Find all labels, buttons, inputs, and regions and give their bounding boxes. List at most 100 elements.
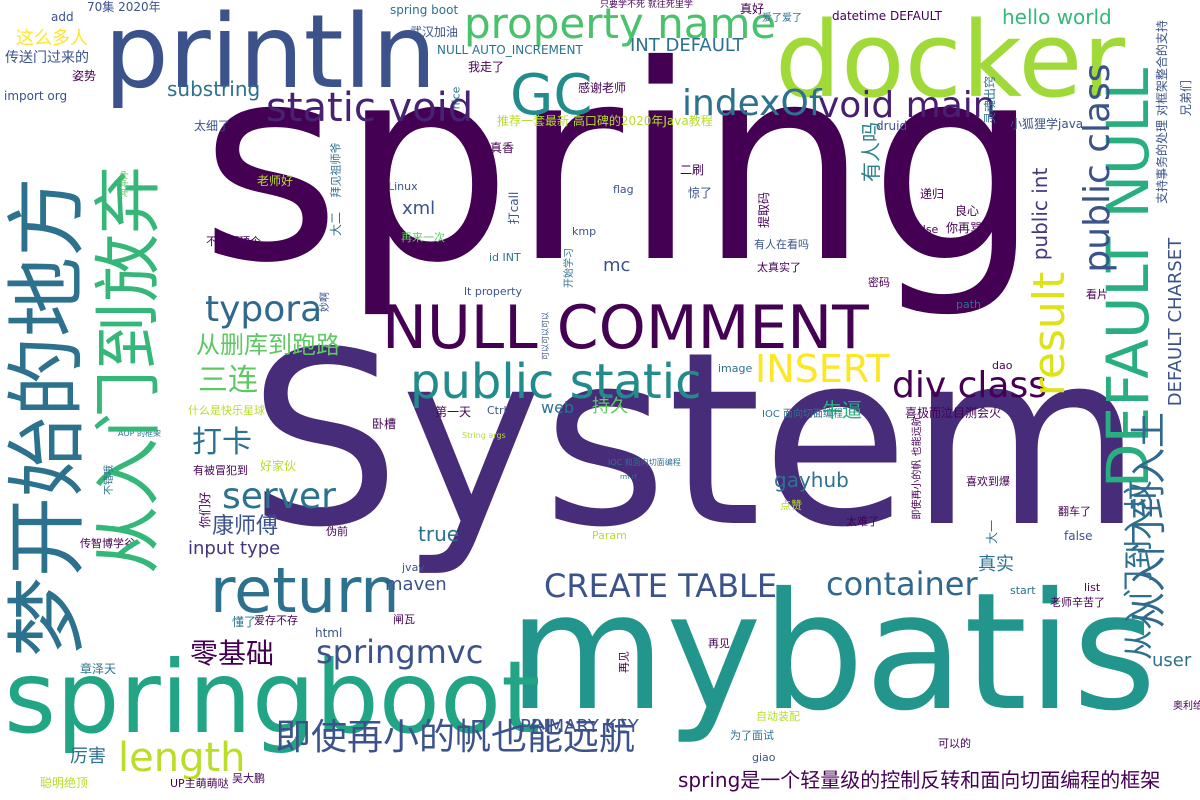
word: user (1152, 650, 1192, 671)
word: springmvc (316, 633, 484, 671)
word: 太细了 (194, 119, 231, 133)
word: 可以可以可以 (541, 312, 550, 360)
word: 奥利给 (1173, 701, 1200, 712)
word: 传智博学谷 (80, 537, 135, 550)
word: gayhub (774, 468, 849, 492)
word: 大二 (329, 211, 343, 237)
word: 只要学不死 就往死里学 (600, 0, 693, 10)
word: flag (613, 183, 634, 196)
word: GC (510, 63, 593, 128)
word: 再来一次 (401, 231, 445, 244)
word: 即使再小的帆 也能远航 (912, 416, 923, 520)
word: 拜见祖师爷 (329, 142, 343, 198)
word: Ctrl (487, 404, 507, 417)
word: rm rf (620, 473, 638, 481)
word: 有被冒犯到 (193, 464, 248, 477)
word: 这么多人 (16, 28, 88, 49)
word: 从删库到跑路 (196, 331, 340, 359)
word: 真好 (740, 2, 765, 16)
word: server (222, 476, 336, 517)
word: 喜欢到爆 (966, 475, 1010, 488)
word: web (541, 398, 575, 417)
word: 再见 (617, 651, 631, 673)
word: 老师好 (257, 174, 294, 188)
word: String args (462, 431, 506, 440)
word: UP主萌萌哒 (170, 777, 229, 790)
word: 爱了爱了 (762, 13, 802, 24)
word: public class (1077, 63, 1118, 273)
word: 再见 (708, 637, 730, 650)
word: add (51, 10, 74, 24)
word: 从入门到放弃 (90, 165, 169, 575)
word: 厉害 (70, 746, 106, 767)
word: path (956, 298, 982, 311)
word: void main (818, 85, 996, 126)
word: 传送门过来的 (5, 50, 89, 66)
word: Linux (388, 180, 418, 193)
word: 真实 (978, 554, 1014, 575)
word: xml (402, 198, 436, 219)
word: indexOf (682, 83, 822, 124)
word: 喜极而泣目测会火 (905, 406, 1002, 420)
word: CREATE TABLE (544, 567, 778, 605)
word: nice (449, 86, 463, 110)
word: jvav (402, 561, 425, 574)
word: image (718, 362, 753, 375)
word: result (1024, 271, 1075, 397)
word: 支持事务的处理 对框架整合的支持 (1155, 20, 1169, 204)
word: 冲冲冲 (120, 170, 131, 198)
word: spring (200, 7, 1041, 322)
word: 聪明绝顶 (40, 776, 89, 790)
word: else (916, 223, 939, 236)
word: 卧槽 (372, 417, 397, 431)
word: 即使再小的帆也能远航 (275, 717, 636, 758)
word: IOC 面向切面编程 (762, 409, 843, 420)
word: 推荐一套最新 高口碑的2020年Java教程 (497, 114, 713, 128)
word: return (210, 554, 400, 627)
word: IOC 和面向切面编程 (608, 458, 681, 467)
word: 零基础 (190, 637, 275, 670)
word: lt property (464, 285, 522, 298)
word: public int (1028, 167, 1052, 261)
word: container (826, 565, 978, 603)
word: 你们好 (198, 491, 212, 529)
word: 打call (507, 191, 521, 225)
word: substring (167, 77, 261, 101)
word: 持久 (592, 396, 628, 417)
word: Param (592, 529, 627, 542)
word: 第一天 (435, 405, 472, 419)
word: true (418, 522, 460, 546)
word: 从入门到入坟 (1122, 480, 1157, 660)
word: println (104, 0, 437, 112)
word: 大一 (985, 519, 999, 545)
word: 什么是快乐星球 (188, 404, 265, 417)
word: list (1084, 581, 1101, 594)
word: 妙啊 (320, 292, 331, 312)
word: 太难了 (846, 515, 879, 528)
word: 吴大鹏 (232, 772, 265, 785)
word: div class (892, 365, 1047, 406)
word: 康师傅 (212, 514, 279, 539)
word: 为了面试 (730, 729, 774, 742)
word: 小狐狸学java (1010, 117, 1084, 131)
word: 伪前 (326, 525, 348, 538)
word: spring boot (390, 3, 459, 17)
word: import org (4, 89, 68, 103)
word: 我走了 (468, 60, 505, 74)
word: 密码 (868, 276, 890, 289)
word: typora (205, 289, 323, 330)
word: 太真实了 (757, 261, 801, 274)
word: DEFAULT CHARSET (1165, 237, 1186, 407)
word: 灵魂出窍 (983, 75, 997, 125)
word: spring是一个轻量级的控制反转和面向切面编程的框架 (678, 768, 1161, 792)
word: 不错哦 (104, 465, 115, 495)
word: PRIMARY KEY (520, 716, 639, 737)
word: 牛逼 (822, 398, 862, 422)
word: static void (266, 85, 474, 131)
word: 好家伙 (260, 459, 297, 473)
word: 自动装配 (756, 710, 800, 723)
word: 有人在看吗 (754, 238, 809, 251)
word: 闸瓦 (393, 613, 415, 626)
word: 二刷 (680, 163, 705, 177)
